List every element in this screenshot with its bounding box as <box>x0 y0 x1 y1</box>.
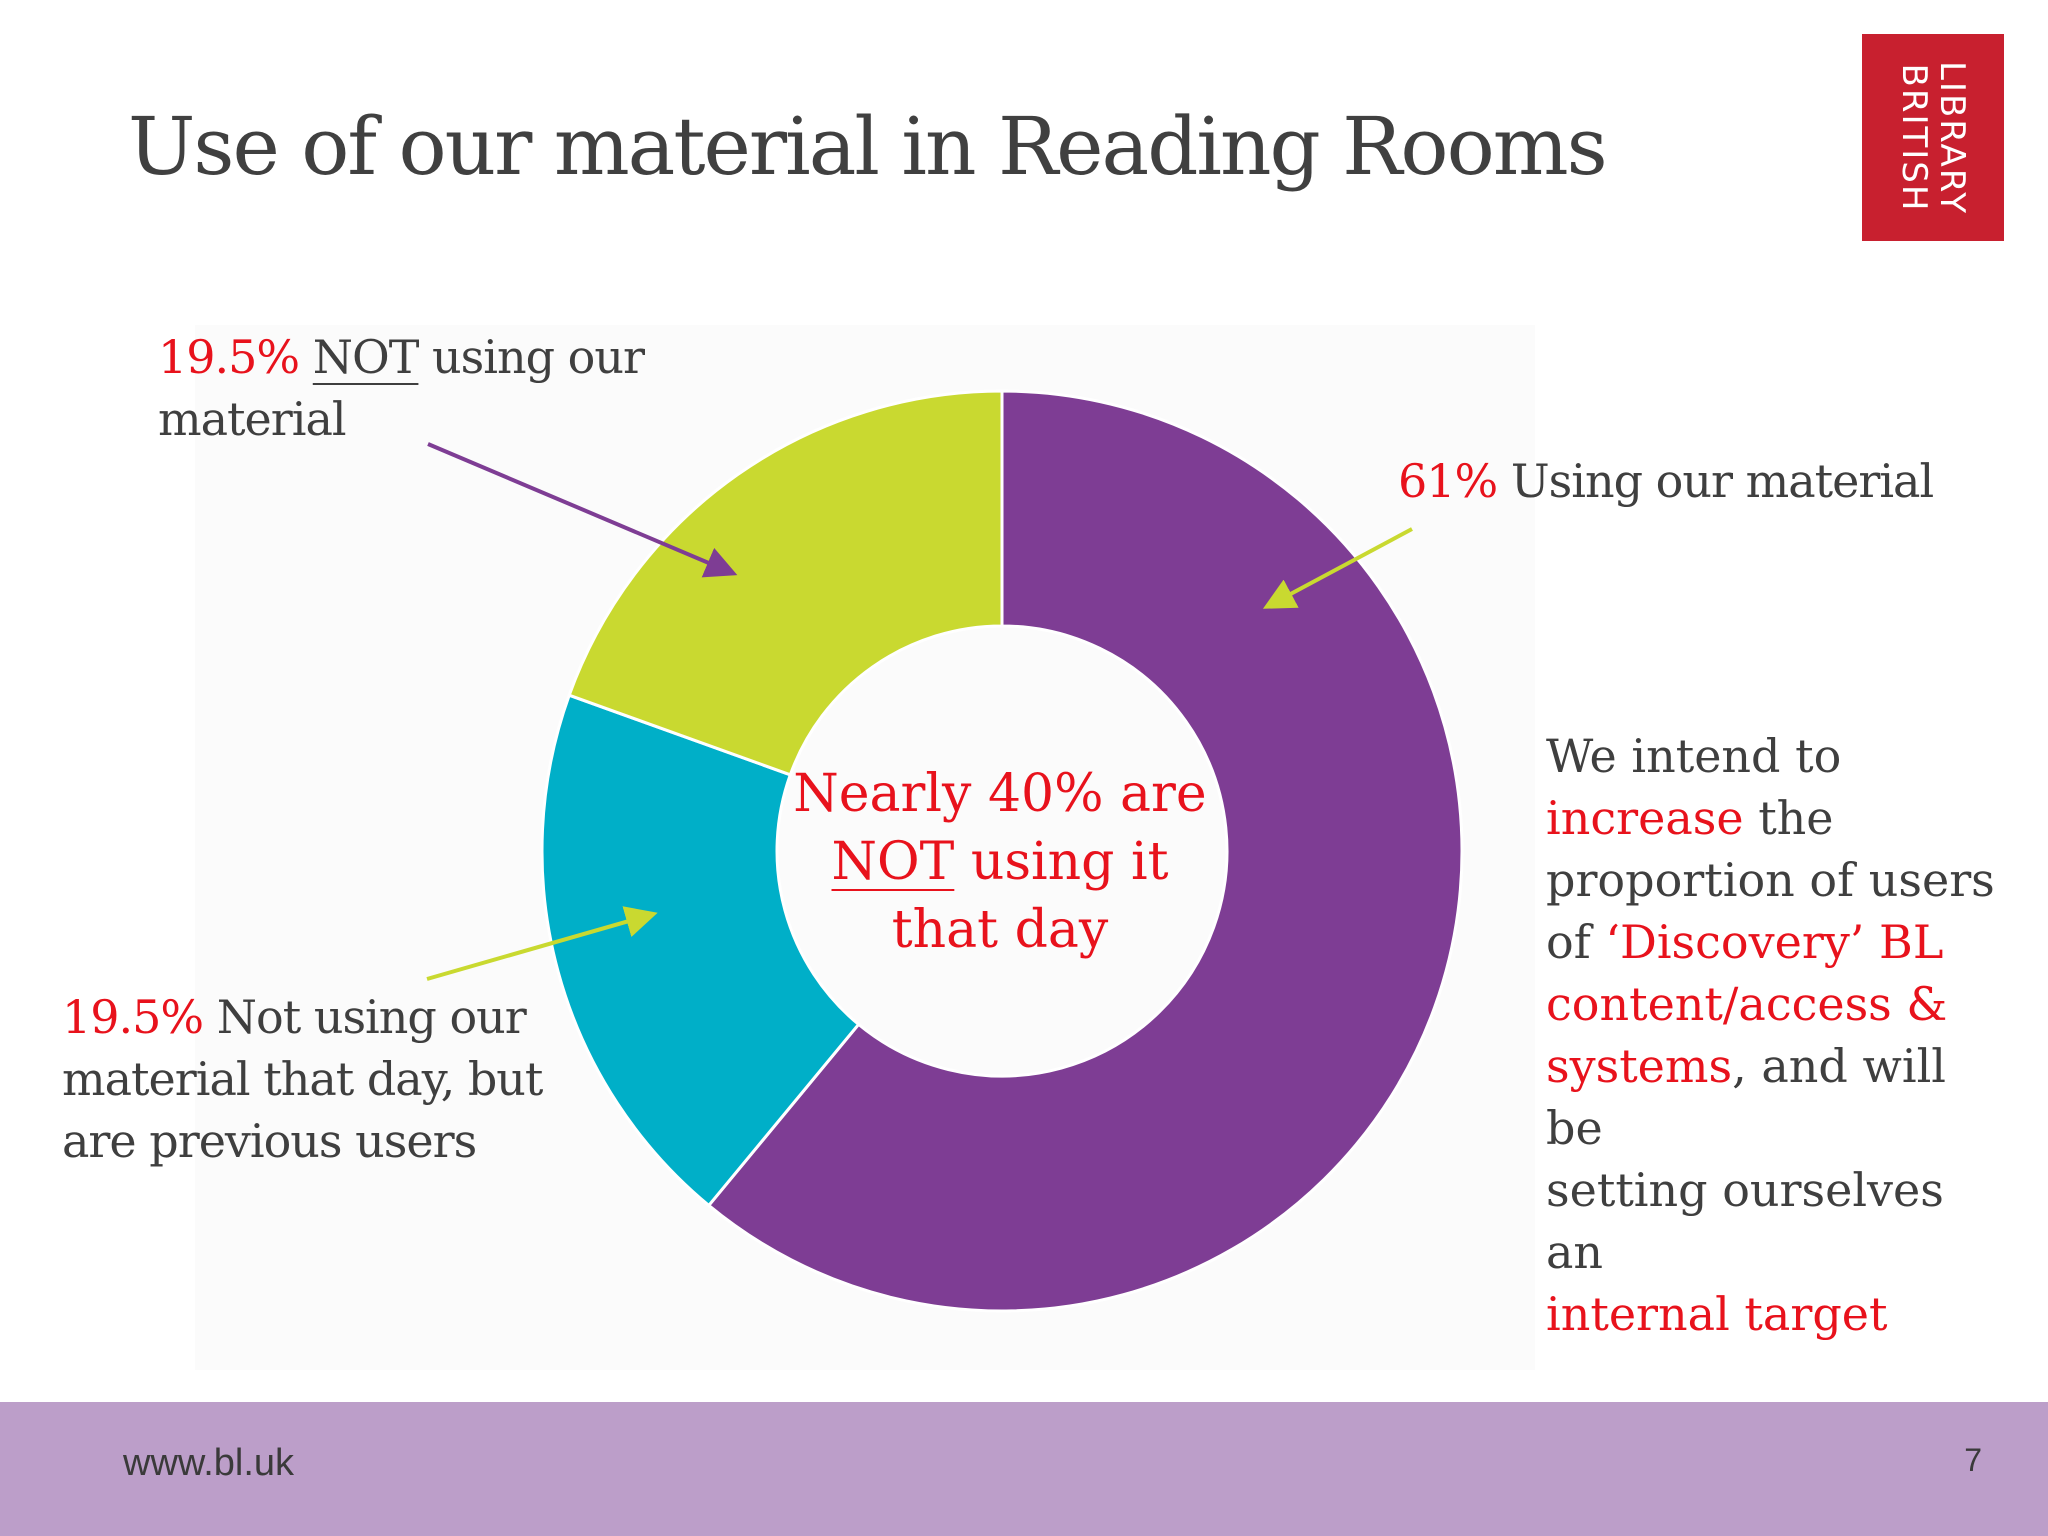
note-line-3: proportion of users <box>1546 853 1995 907</box>
note-internal-target: internal target <box>1546 1287 1888 1341</box>
arrow-previous <box>426 906 658 981</box>
center-line-3: that day <box>891 900 1109 960</box>
label-not-using: 19.5% NOT using our material <box>158 326 645 450</box>
label-previous-text: Not using our <box>203 990 527 1044</box>
note-increase: increase <box>1546 791 1744 845</box>
note-line-6: , and will be <box>1546 1039 1947 1155</box>
label-not-using-text: using our <box>418 330 645 384</box>
note-line-1: We intend to <box>1546 729 1842 783</box>
label-previous-pct: 19.5% <box>62 990 204 1044</box>
footer-url[interactable]: www.bl.uk <box>123 1442 295 1484</box>
note-line-7: setting ourselves an <box>1546 1163 1944 1279</box>
note-systems: systems <box>1546 1039 1733 1093</box>
slice-not-using <box>567 389 1004 777</box>
british-library-logo: LIBRARY BRITISH <box>1862 34 2004 241</box>
donut-center-text: Nearly 40% are NOT using it that day <box>780 760 1220 964</box>
label-previous: 19.5% Not using our material that day, b… <box>62 986 543 1172</box>
note-line-4: of <box>1546 915 1606 969</box>
center-line-1: Nearly 40% are <box>793 764 1207 824</box>
center-emphasis: NOT <box>831 832 955 892</box>
label-previous-line2: material that day, but <box>62 1052 543 1106</box>
label-using-pct: 61% <box>1398 454 1498 508</box>
page-number: 7 <box>1964 1442 1982 1478</box>
label-not-using-pct: 19.5% <box>158 330 300 384</box>
slice-using <box>706 389 1464 1313</box>
slice-previous-users <box>540 693 861 1208</box>
label-not-using-emphasis: NOT <box>312 330 420 384</box>
label-using-text: Using our material <box>1497 454 1934 508</box>
slide-title: Use of our material in Reading Rooms <box>128 100 1608 193</box>
label-previous-line3: are previous users <box>62 1114 477 1168</box>
note-content-access: content/access & <box>1546 977 1948 1031</box>
arrow-using <box>1262 527 1413 609</box>
target-note: We intend to increase the proportion of … <box>1546 725 1996 1345</box>
label-not-using-line2: material <box>158 392 347 446</box>
note-line-2: the <box>1743 791 1834 845</box>
arrow-not-using <box>427 442 738 578</box>
footer-bar: www.bl.uk 7 <box>0 1402 2048 1536</box>
label-using: 61% Using our material <box>1398 450 1934 512</box>
center-line-2: using it <box>954 832 1169 892</box>
note-discovery: ‘Discovery’ BL <box>1605 915 1944 969</box>
